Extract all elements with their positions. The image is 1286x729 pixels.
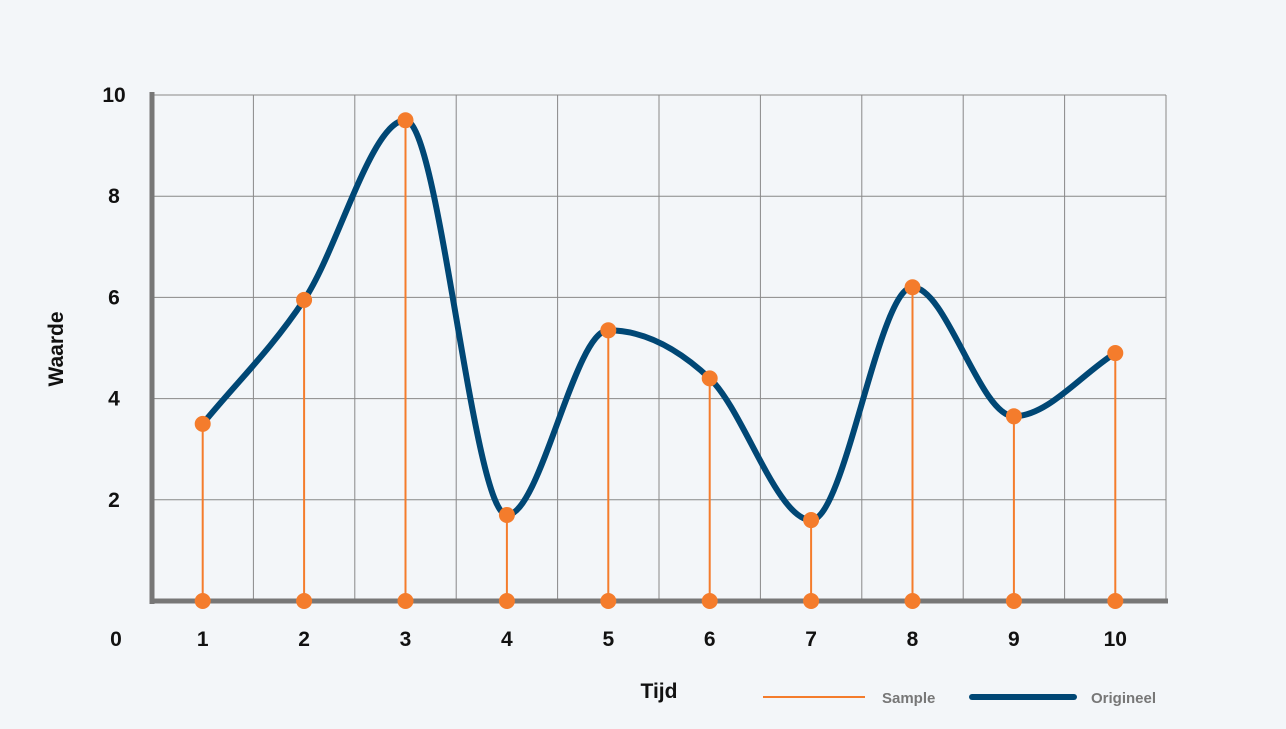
- sample-baseline-point: [498, 593, 515, 609]
- sample-baseline-point: [1107, 593, 1124, 609]
- sample-baseline-point: [194, 593, 211, 609]
- line-layer: [199, 117, 1119, 524]
- y-tick-label: 6: [108, 286, 120, 309]
- stem-layer: [201, 120, 1117, 601]
- x-tick-label: 7: [805, 628, 817, 651]
- sample-point: [397, 112, 414, 129]
- y-tick-label: 4: [108, 388, 120, 411]
- sample-baseline-point: [600, 593, 617, 609]
- origin-label: 0: [110, 628, 122, 651]
- x-axis-title: Tijd: [641, 680, 678, 703]
- legend-sample-label: Sample: [882, 690, 935, 707]
- y-tick-label: 10: [102, 84, 125, 107]
- y-axis-title: Waarde: [45, 311, 68, 386]
- y-tick-label: 2: [108, 489, 120, 512]
- legend: Sample Origineel: [763, 690, 1156, 707]
- sample-baseline-point: [803, 593, 820, 609]
- sample-baseline-point: [904, 593, 921, 609]
- x-tick-label: 9: [1008, 628, 1020, 651]
- sample-point: [600, 322, 617, 339]
- x-tick-label: 2: [298, 628, 310, 651]
- sample-baseline-point: [296, 593, 313, 609]
- sample-point: [194, 415, 211, 432]
- sample-baseline-point: [1005, 593, 1022, 609]
- point-layer: [194, 112, 1124, 609]
- sample-point: [1107, 345, 1124, 362]
- y-tick-label: 8: [108, 185, 120, 208]
- sample-point: [803, 512, 820, 529]
- sample-point: [701, 370, 718, 387]
- sample-point: [498, 506, 515, 523]
- x-tick-label: 6: [704, 628, 716, 651]
- series-origineel-line: [199, 117, 1119, 524]
- x-tick-label: 5: [602, 628, 614, 651]
- x-tick-label: 10: [1104, 628, 1127, 651]
- x-tick-label: 1: [197, 628, 209, 651]
- sample-point: [1005, 408, 1022, 425]
- x-tick-label: 4: [501, 628, 513, 651]
- sample-point: [296, 291, 313, 308]
- sample-point: [904, 279, 921, 296]
- x-tick-label: 8: [907, 628, 919, 651]
- sample-baseline-point: [397, 593, 414, 609]
- grid-layer: [152, 94, 1167, 601]
- sample-baseline-point: [701, 593, 718, 609]
- legend-origineel-label: Origineel: [1091, 690, 1156, 707]
- axis-layer: [149, 92, 1168, 604]
- x-tick-label: 3: [400, 628, 412, 651]
